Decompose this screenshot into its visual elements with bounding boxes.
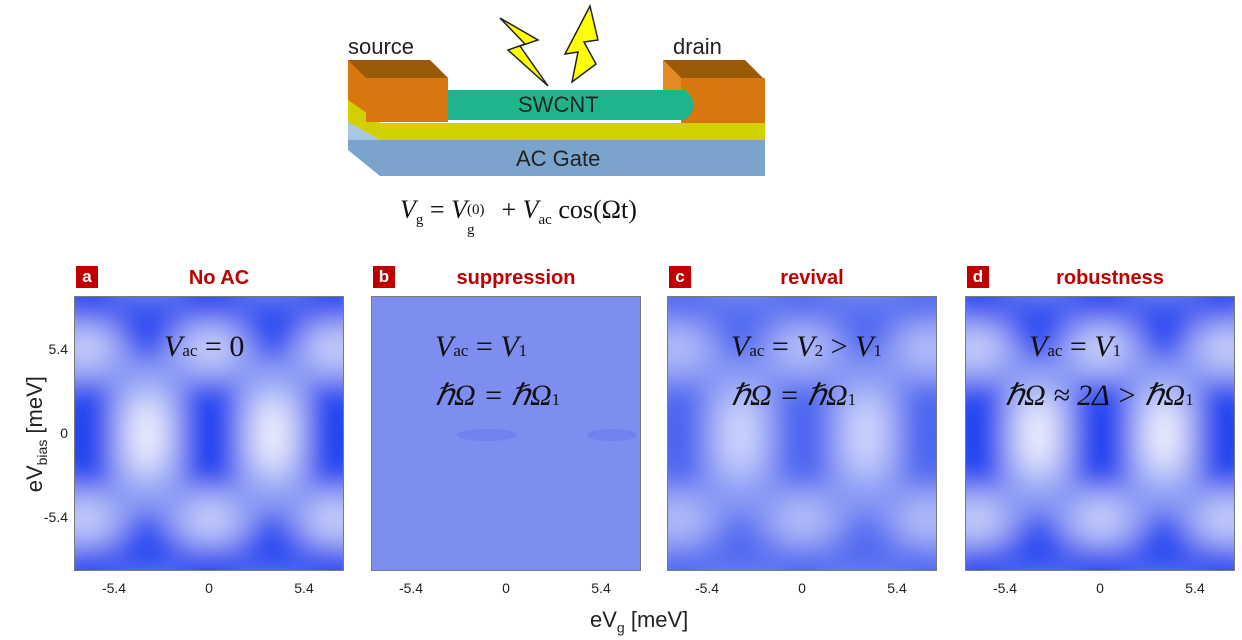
x-tick-label: -5.4	[398, 580, 424, 596]
y-tick-label: 5.4	[48, 341, 68, 357]
x-tick-label: -5.4	[992, 580, 1018, 596]
colormap-image	[668, 297, 936, 570]
gate-label: AC Gate	[516, 146, 601, 171]
panel-title: revival	[780, 267, 844, 289]
y-axis-label: eVbias [meV]	[21, 376, 51, 493]
x-tick-label: 5.4	[887, 580, 907, 596]
panel-letter-badge: a	[76, 266, 98, 288]
panel-formula-line1: Vac = V2 > V1	[731, 330, 882, 363]
colormap-image	[75, 297, 343, 570]
gate-voltage-equation: Vg = V (0) g + Vac cos(Ωt)	[400, 195, 637, 238]
device-schematic: source drain SWCNT AC Gate	[340, 0, 770, 190]
panel-formula-line2: ℏΩ ≈ 2Δ > ℏΩ1	[1005, 379, 1194, 412]
x-tick-label: 0	[205, 580, 213, 596]
x-tick-label: -5.4	[694, 580, 720, 596]
oxide-layer	[348, 100, 765, 140]
colormap-panel	[667, 296, 937, 571]
drain-label: drain	[673, 34, 722, 59]
y-tick-label: 0	[60, 425, 68, 441]
panel-formula-line1: Vac = V1	[1029, 330, 1122, 363]
y-tick-label: -5.4	[43, 509, 68, 525]
x-tick-label: 0	[798, 580, 806, 596]
x-tick-label: 5.4	[1185, 580, 1205, 596]
device-drawing	[348, 3, 765, 176]
panel-letter-badge: b	[373, 266, 395, 288]
lightning-icon	[499, 17, 549, 87]
colormap-panel	[965, 296, 1235, 571]
drain-contact	[681, 78, 765, 123]
x-tick-label: 5.4	[591, 580, 611, 596]
panel-letter-badge: d	[967, 266, 989, 288]
panel-title: robustness	[1056, 267, 1164, 289]
x-tick-label: 5.4	[294, 580, 314, 596]
x-tick-label: 0	[502, 580, 510, 596]
source-label: source	[348, 34, 415, 59]
panel-formula-line2: ℏΩ = ℏΩ1	[435, 379, 561, 412]
lightning-icon	[563, 3, 599, 84]
panel-title: suppression	[456, 267, 576, 289]
swcnt-label: SWCNT	[518, 92, 599, 117]
panel-formula-line1: Vac = V1	[435, 330, 528, 363]
x-axis-label: eVg [meV]	[590, 607, 689, 636]
panel-title: No AC	[188, 267, 250, 289]
panel-letter-badge: c	[669, 266, 691, 288]
panel-formula-line2: ℏΩ = ℏΩ1	[731, 379, 857, 412]
panel-formula-line1: Vac = 0	[164, 330, 245, 363]
x-tick-label: 0	[1096, 580, 1104, 596]
colormap-panel	[371, 296, 641, 571]
colormap-panel	[74, 296, 344, 571]
gate-layer	[348, 140, 765, 176]
swcnt-tube	[448, 90, 694, 120]
colormap-image	[372, 297, 640, 570]
colormap-image	[966, 297, 1234, 570]
x-tick-label: -5.4	[101, 580, 127, 596]
